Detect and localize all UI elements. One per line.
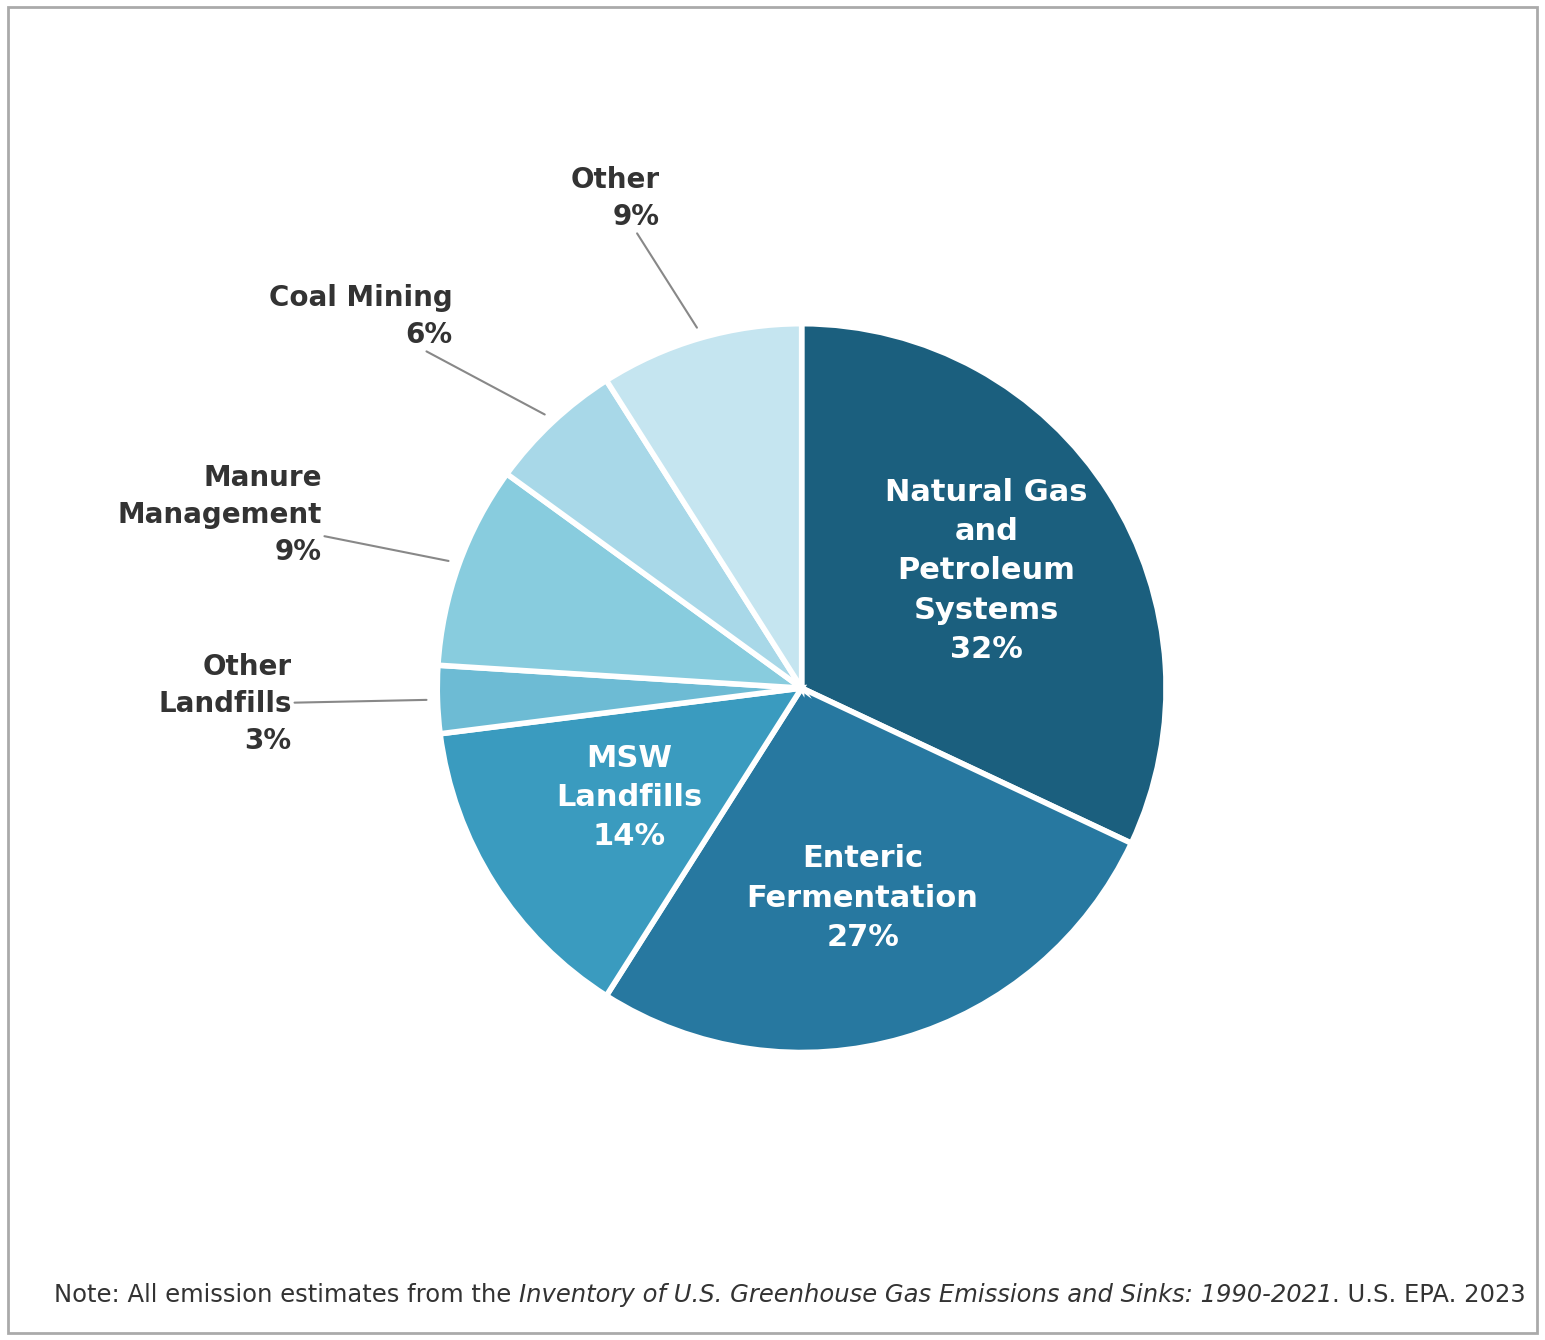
- Text: Inventory of U.S. Greenhouse Gas Emissions and Sinks: 1990-2021: Inventory of U.S. Greenhouse Gas Emissio…: [519, 1282, 1332, 1306]
- Text: Natural Gas
and
Petroleum
Systems
32%: Natural Gas and Petroleum Systems 32%: [885, 478, 1088, 665]
- Text: Other
9%: Other 9%: [570, 166, 697, 328]
- Wedge shape: [606, 689, 1131, 1052]
- Wedge shape: [606, 324, 802, 689]
- Wedge shape: [440, 689, 802, 996]
- Wedge shape: [437, 474, 802, 689]
- Text: . U.S. EPA. 2023: . U.S. EPA. 2023: [1332, 1282, 1526, 1306]
- Text: MSW
Landfills
14%: MSW Landfills 14%: [556, 744, 703, 851]
- Wedge shape: [507, 381, 802, 689]
- Text: 2021 U.S. Methane Emissions, By Source: 2021 U.S. Methane Emissions, By Source: [70, 32, 1475, 91]
- Text: Coal Mining
6%: Coal Mining 6%: [269, 284, 545, 414]
- Text: Enteric
Fermentation
27%: Enteric Fermentation 27%: [746, 844, 978, 951]
- Text: Manure
Management
9%: Manure Management 9%: [117, 465, 448, 565]
- Text: Other
Landfills
3%: Other Landfills 3%: [158, 654, 426, 754]
- Wedge shape: [437, 665, 802, 734]
- Text: Note: All emission estimates from the: Note: All emission estimates from the: [54, 1282, 519, 1306]
- Wedge shape: [802, 324, 1166, 843]
